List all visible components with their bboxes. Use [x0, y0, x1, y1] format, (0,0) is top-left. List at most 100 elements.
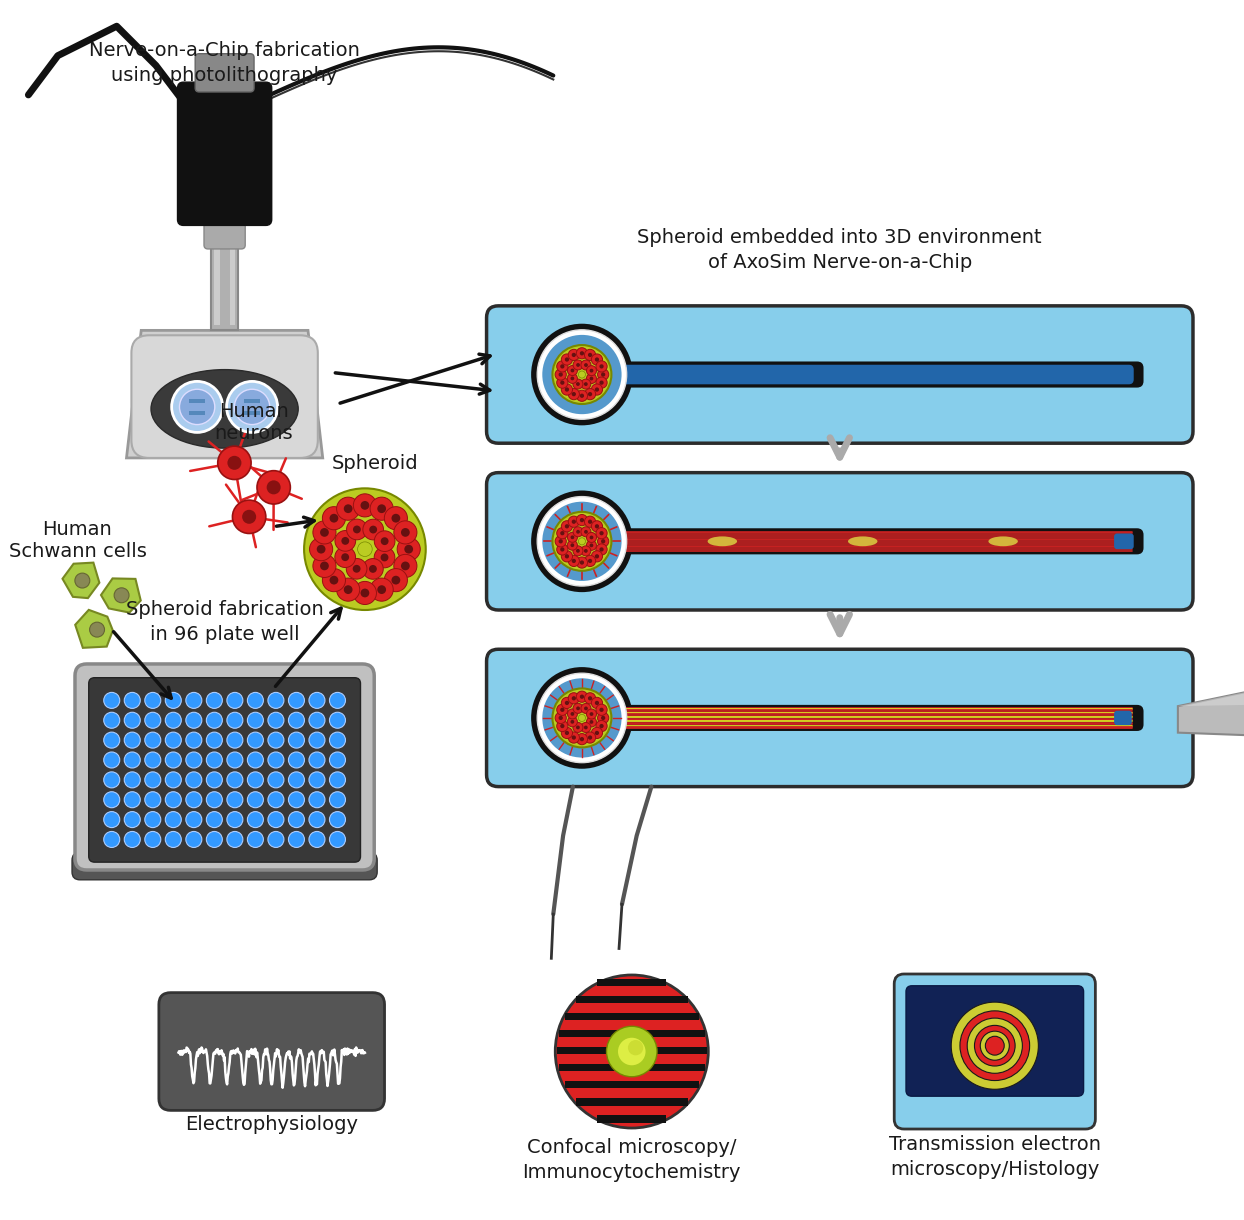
Circle shape	[248, 832, 264, 848]
Circle shape	[289, 752, 305, 769]
Circle shape	[234, 389, 270, 425]
FancyBboxPatch shape	[1115, 711, 1132, 725]
Circle shape	[371, 497, 393, 520]
Circle shape	[591, 521, 602, 532]
Circle shape	[591, 384, 602, 395]
Circle shape	[571, 712, 575, 716]
Circle shape	[597, 368, 608, 381]
Circle shape	[960, 1011, 1030, 1081]
Circle shape	[397, 538, 420, 561]
Circle shape	[103, 752, 119, 769]
Bar	[565, 1013, 699, 1020]
Circle shape	[144, 752, 160, 769]
Circle shape	[576, 515, 587, 526]
Circle shape	[585, 349, 596, 361]
Circle shape	[542, 501, 622, 581]
Bar	[559, 1030, 705, 1037]
Circle shape	[560, 723, 565, 728]
Circle shape	[165, 712, 182, 728]
Circle shape	[289, 811, 305, 827]
Circle shape	[226, 811, 243, 827]
Circle shape	[313, 521, 336, 544]
Circle shape	[392, 514, 401, 522]
Circle shape	[207, 732, 223, 748]
Circle shape	[561, 698, 572, 709]
Circle shape	[555, 536, 566, 547]
Circle shape	[585, 388, 596, 400]
Circle shape	[341, 553, 350, 561]
Circle shape	[357, 542, 372, 556]
Bar	[189, 411, 205, 415]
Circle shape	[555, 368, 566, 381]
Circle shape	[576, 348, 587, 359]
Circle shape	[567, 373, 577, 383]
Circle shape	[561, 384, 572, 395]
Circle shape	[590, 536, 593, 539]
Circle shape	[320, 561, 328, 570]
Circle shape	[560, 548, 565, 551]
Circle shape	[576, 691, 587, 703]
FancyBboxPatch shape	[486, 306, 1193, 443]
Circle shape	[572, 520, 576, 523]
Circle shape	[552, 688, 611, 748]
Circle shape	[330, 712, 346, 728]
Circle shape	[384, 506, 408, 529]
Circle shape	[597, 536, 608, 547]
Circle shape	[569, 349, 580, 361]
Circle shape	[362, 559, 383, 580]
Bar	[576, 996, 688, 1004]
Circle shape	[583, 706, 588, 710]
Circle shape	[590, 377, 593, 381]
Circle shape	[588, 392, 592, 396]
Circle shape	[580, 694, 585, 699]
Circle shape	[583, 364, 588, 367]
Circle shape	[607, 1026, 657, 1077]
Circle shape	[985, 1036, 1004, 1055]
Circle shape	[226, 752, 243, 769]
Circle shape	[581, 360, 591, 370]
Circle shape	[585, 732, 596, 743]
Circle shape	[573, 527, 583, 537]
Circle shape	[165, 693, 182, 709]
FancyBboxPatch shape	[72, 853, 377, 880]
Circle shape	[590, 712, 593, 716]
Circle shape	[185, 832, 202, 848]
Circle shape	[595, 357, 600, 361]
Circle shape	[578, 371, 586, 378]
Circle shape	[560, 531, 565, 536]
Circle shape	[565, 554, 569, 559]
Circle shape	[309, 772, 325, 788]
Circle shape	[628, 1039, 643, 1055]
Circle shape	[571, 368, 575, 372]
Circle shape	[124, 811, 141, 827]
Circle shape	[580, 560, 585, 565]
Circle shape	[309, 693, 325, 709]
Circle shape	[381, 537, 388, 545]
Circle shape	[576, 382, 580, 386]
Circle shape	[248, 772, 264, 788]
Text: Spheroid embedded into 3D environment
of AxoSim Nerve-on-a-Chip: Spheroid embedded into 3D environment of…	[637, 227, 1042, 272]
Circle shape	[248, 811, 264, 827]
Circle shape	[569, 693, 580, 704]
Circle shape	[555, 712, 566, 723]
Circle shape	[144, 832, 160, 848]
Circle shape	[586, 532, 597, 543]
Polygon shape	[1178, 678, 1244, 738]
Circle shape	[374, 547, 394, 567]
FancyBboxPatch shape	[582, 361, 1143, 388]
FancyBboxPatch shape	[582, 528, 1143, 554]
Circle shape	[581, 722, 591, 732]
Circle shape	[267, 792, 284, 808]
Polygon shape	[75, 610, 113, 648]
Circle shape	[583, 726, 587, 730]
Circle shape	[103, 811, 119, 827]
Circle shape	[561, 727, 572, 738]
Circle shape	[207, 693, 223, 709]
Circle shape	[557, 361, 569, 372]
Circle shape	[353, 494, 377, 517]
Circle shape	[580, 394, 585, 398]
Circle shape	[576, 733, 587, 744]
Bar	[214, 246, 220, 326]
Circle shape	[394, 554, 417, 577]
Circle shape	[185, 792, 202, 808]
